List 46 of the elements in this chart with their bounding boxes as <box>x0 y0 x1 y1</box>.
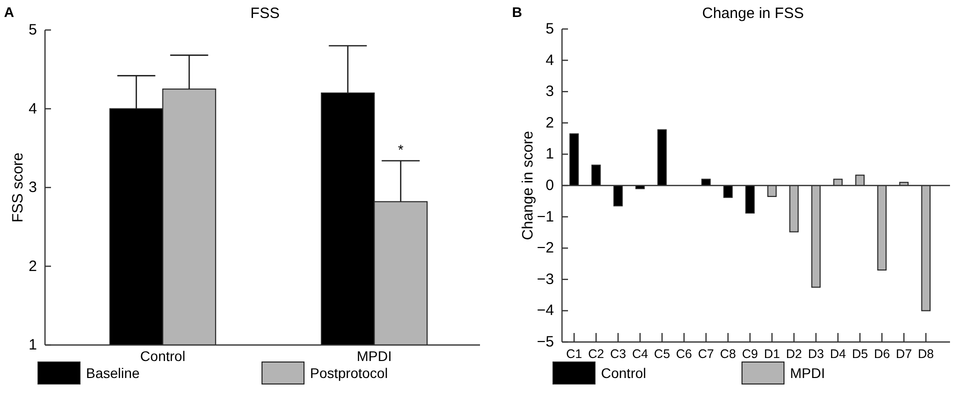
x-tick-label: D4 <box>830 347 846 361</box>
y-tick-label: −5 <box>536 334 554 350</box>
x-tick-label: C7 <box>698 347 714 361</box>
x-tick-label: D6 <box>874 347 890 361</box>
text: B <box>512 4 522 20</box>
y-axis-title: Change in score <box>519 130 536 240</box>
legend-label: MPDI <box>790 365 825 381</box>
text: A <box>4 4 14 20</box>
y-tick-label: 1 <box>28 336 37 354</box>
y-tick-label: 3 <box>546 83 554 100</box>
x-tick-label: Control <box>140 348 186 364</box>
y-tick-label: 5 <box>28 22 37 38</box>
y-tick-label: −2 <box>536 240 554 257</box>
legend-label: Baseline <box>86 365 140 381</box>
x-tick-label: C9 <box>742 347 758 361</box>
x-tick-label: D3 <box>808 347 824 361</box>
legend-label: Control <box>601 365 646 381</box>
x-tick-label: C8 <box>720 347 736 361</box>
y-axis-title: FSS score <box>9 152 26 223</box>
y-tick-label: 3 <box>28 179 37 196</box>
y-tick-label: 4 <box>28 100 37 118</box>
y-tick-label: 2 <box>28 258 37 275</box>
x-tick-label: C6 <box>676 347 692 361</box>
y-tick-label: 4 <box>546 52 554 69</box>
y-tick-label: 0 <box>546 177 554 194</box>
y-tick-label: −1 <box>536 208 554 226</box>
x-tick-label: D2 <box>786 347 802 361</box>
x-tick-label: D8 <box>918 347 934 361</box>
legend-label: Postprotocol <box>310 365 388 381</box>
x-tick-label: C5 <box>654 347 670 361</box>
x-tick-label: MPDI <box>356 348 392 364</box>
y-tick-label: 5 <box>546 20 554 38</box>
y-tick-label: −4 <box>536 302 554 320</box>
chart-title: Change in FSS <box>702 5 804 22</box>
x-tick-label: C1 <box>566 347 582 361</box>
x-tick-label: D1 <box>764 347 780 361</box>
chart-title: FSS <box>250 5 280 22</box>
annotation: * <box>398 142 404 158</box>
x-tick-label: C2 <box>588 347 604 361</box>
x-tick-label: C3 <box>610 347 626 361</box>
x-tick-label: D7 <box>896 347 912 361</box>
x-tick-label: C4 <box>632 347 648 361</box>
y-tick-label: 1 <box>546 146 554 163</box>
x-tick-label: D5 <box>852 347 868 361</box>
y-tick-label: 2 <box>546 114 554 132</box>
y-tick-label: −3 <box>536 270 554 288</box>
